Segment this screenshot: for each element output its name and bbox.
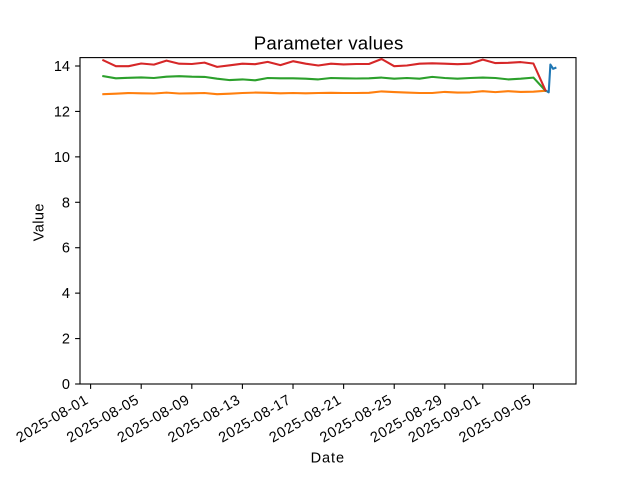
svg-text:6: 6 bbox=[62, 241, 70, 257]
svg-text:4: 4 bbox=[62, 286, 70, 302]
svg-text:Date: Date bbox=[311, 450, 345, 466]
svg-text:0: 0 bbox=[62, 377, 70, 393]
svg-text:12: 12 bbox=[54, 104, 70, 120]
svg-text:14: 14 bbox=[54, 59, 70, 75]
svg-text:Parameter values: Parameter values bbox=[254, 32, 404, 53]
svg-text:Value: Value bbox=[31, 203, 47, 241]
svg-text:10: 10 bbox=[54, 150, 70, 166]
svg-text:8: 8 bbox=[62, 195, 70, 211]
svg-text:2: 2 bbox=[62, 332, 70, 348]
